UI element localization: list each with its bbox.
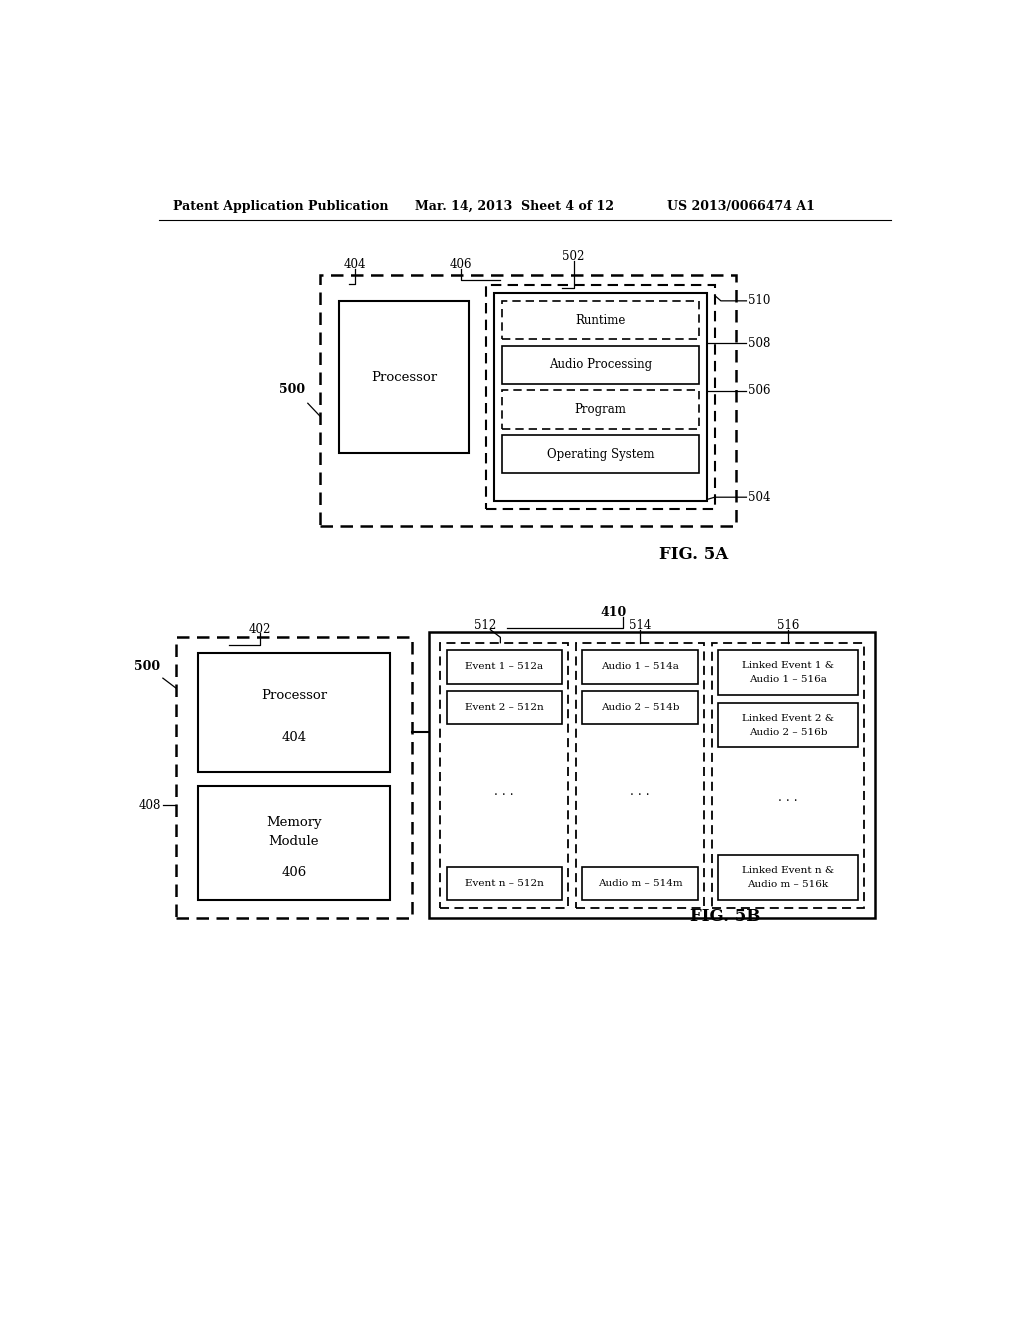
Bar — [583, 692, 697, 725]
Text: . . .: . . . — [495, 785, 514, 799]
Bar — [446, 651, 562, 684]
Bar — [429, 632, 876, 919]
Bar — [583, 651, 697, 684]
Text: Event 2 – 512n: Event 2 – 512n — [465, 704, 544, 713]
Text: 406: 406 — [282, 866, 306, 879]
Text: Audio 2 – 514b: Audio 2 – 514b — [601, 704, 679, 713]
Text: Audio m – 514m: Audio m – 514m — [598, 879, 682, 888]
Bar — [583, 867, 697, 900]
Bar — [198, 785, 390, 900]
Text: 402: 402 — [249, 623, 271, 636]
Text: 506: 506 — [748, 384, 770, 397]
Text: Processor: Processor — [371, 371, 437, 384]
Text: Audio 2 – 516b: Audio 2 – 516b — [749, 727, 827, 737]
Text: . . .: . . . — [778, 791, 798, 804]
Text: Module: Module — [268, 834, 319, 847]
Text: Audio Processing: Audio Processing — [549, 358, 652, 371]
Text: Mar. 14, 2013  Sheet 4 of 12: Mar. 14, 2013 Sheet 4 of 12 — [415, 199, 613, 213]
Text: Linked Event n &: Linked Event n & — [741, 866, 834, 875]
Bar — [494, 293, 707, 502]
Bar — [486, 285, 715, 508]
Text: 514: 514 — [629, 619, 651, 632]
Text: 404: 404 — [344, 259, 367, 271]
Bar — [718, 855, 858, 900]
Text: 404: 404 — [282, 731, 306, 744]
Bar — [446, 692, 562, 725]
Bar — [198, 653, 390, 772]
Bar — [575, 643, 703, 908]
Text: Processor: Processor — [261, 689, 327, 702]
Text: US 2013/0066474 A1: US 2013/0066474 A1 — [667, 199, 814, 213]
Text: FIG. 5B: FIG. 5B — [689, 908, 760, 925]
Bar — [718, 702, 858, 747]
Bar — [339, 301, 469, 453]
Text: Operating System: Operating System — [547, 447, 654, 461]
Text: Audio m – 516k: Audio m – 516k — [748, 880, 828, 888]
Text: 502: 502 — [562, 251, 585, 264]
Text: Program: Program — [574, 403, 627, 416]
Text: 410: 410 — [600, 606, 627, 619]
Bar — [502, 391, 699, 429]
Text: 406: 406 — [450, 259, 472, 271]
Text: Event 1 – 512a: Event 1 – 512a — [465, 663, 544, 672]
Bar — [502, 346, 699, 384]
Text: 500: 500 — [279, 383, 305, 396]
Text: FIG. 5A: FIG. 5A — [659, 546, 728, 564]
Text: 516: 516 — [777, 619, 799, 632]
Text: 500: 500 — [134, 660, 161, 673]
Bar — [321, 276, 736, 525]
Text: Runtime: Runtime — [575, 314, 626, 326]
Text: 508: 508 — [748, 337, 770, 350]
Bar — [718, 651, 858, 696]
Bar — [176, 638, 413, 919]
Text: Patent Application Publication: Patent Application Publication — [173, 199, 388, 213]
Text: 504: 504 — [748, 491, 770, 504]
Text: Memory: Memory — [266, 816, 322, 829]
Bar — [502, 301, 699, 339]
Bar — [446, 867, 562, 900]
Bar — [712, 643, 864, 908]
Text: Audio 1 – 516a: Audio 1 – 516a — [749, 676, 826, 684]
Text: 408: 408 — [138, 799, 161, 812]
Text: Event n – 512n: Event n – 512n — [465, 879, 544, 888]
Text: . . .: . . . — [630, 785, 649, 799]
Text: 512: 512 — [474, 619, 496, 632]
Text: Audio 1 – 514a: Audio 1 – 514a — [601, 663, 679, 672]
Text: Linked Event 2 &: Linked Event 2 & — [742, 714, 834, 722]
Bar — [440, 643, 568, 908]
Text: 510: 510 — [748, 294, 770, 308]
Bar — [502, 434, 699, 474]
Text: Linked Event 1 &: Linked Event 1 & — [742, 661, 834, 671]
